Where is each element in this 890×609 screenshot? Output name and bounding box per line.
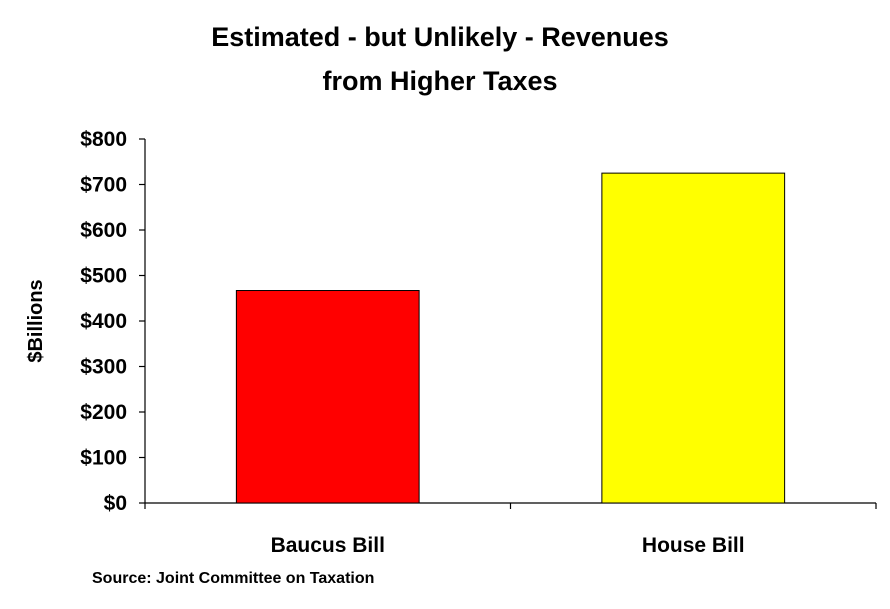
y-tick-label: $500 — [80, 265, 127, 288]
y-tick-label: $700 — [80, 174, 127, 197]
bar — [235, 290, 420, 504]
y-axis-label: $Billions — [25, 279, 47, 362]
x-category-label: House Bill — [642, 534, 745, 557]
chart-title-line-1: Estimated - but Unlikely - Revenues — [211, 22, 669, 52]
y-tick-label: $0 — [104, 492, 127, 515]
y-tick-label: $600 — [80, 219, 127, 242]
chart-title-line-2: from Higher Taxes — [322, 66, 558, 96]
y-tick-label: $100 — [80, 447, 127, 470]
y-tick-label: $300 — [80, 356, 127, 379]
plot-area: $0 $100 $200 $300 $400 $500 $600 $700 $800 Baucus… — [25, 128, 877, 557]
x-category-label: Baucus Bill — [271, 534, 385, 557]
bar — [601, 172, 786, 504]
y-tick-label: $800 — [80, 128, 127, 151]
y-tick-label: $400 — [80, 310, 127, 333]
source-note: Source: Joint Committee on Taxation — [92, 570, 375, 587]
y-tick-label: $200 — [80, 401, 127, 424]
